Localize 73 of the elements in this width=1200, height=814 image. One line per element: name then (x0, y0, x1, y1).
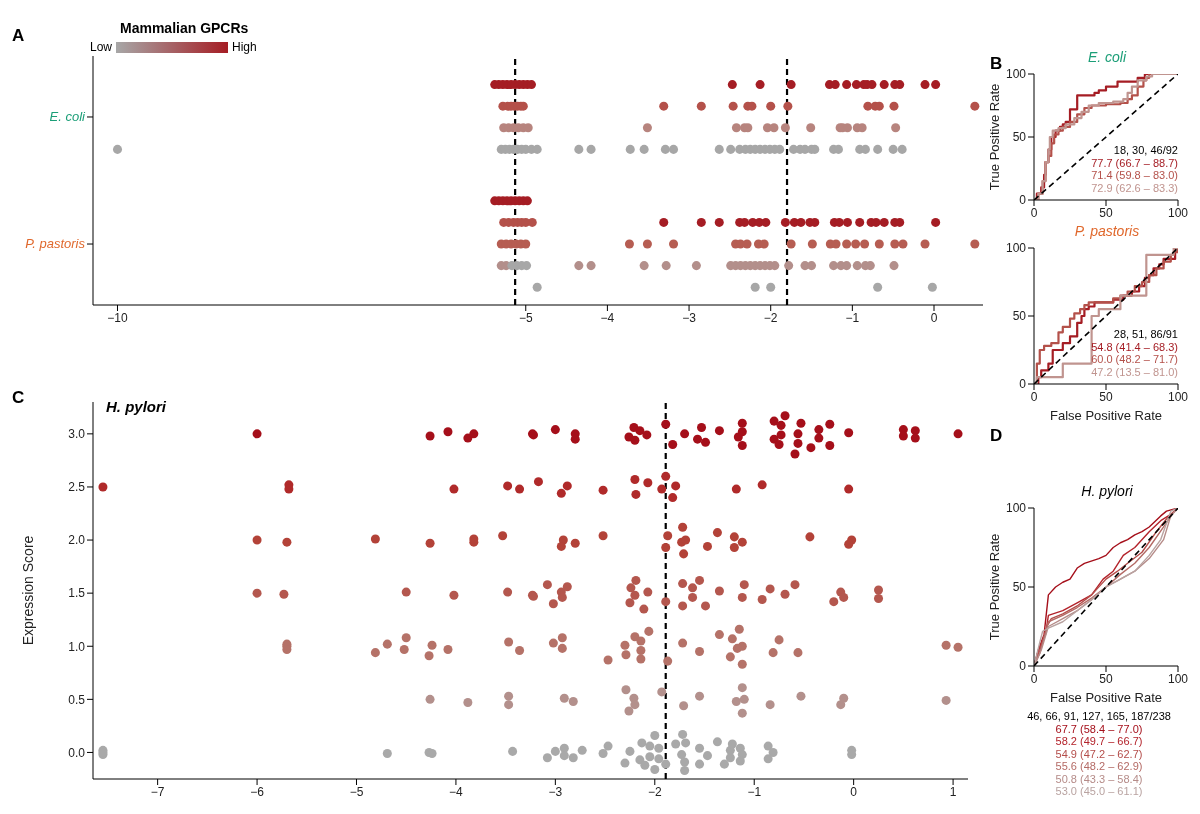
chart-title: H. pylori (1080, 482, 1134, 501)
text: B (990, 54, 1003, 74)
x-axis-title: False Positive Rate (1050, 408, 1162, 423)
text: 72.9 (62.6 – 83.3) (1091, 181, 1178, 194)
x-tick-label: −5 (349, 784, 364, 799)
x-tick-label: 0 (1030, 671, 1038, 686)
y-axis-title: True Positive Rate (986, 533, 1002, 641)
x-tick-label: 50 (1099, 205, 1113, 220)
text: 46, 66, 91, 127, 165, 187/238 (1026, 710, 1172, 723)
text: 55.6 (48.2 – 62.9) (1054, 760, 1144, 773)
x-tick-label: −4 (449, 784, 464, 799)
x-tick-label: 0 (850, 784, 858, 799)
x-tick-label: −3 (682, 310, 697, 325)
legend-title: Mammalian GPCRs (120, 20, 250, 36)
x-tick-label: 1 (949, 784, 957, 799)
y-tick-label: 100 (1005, 501, 1027, 516)
y-axis-title: Expression Score (19, 535, 36, 646)
x-tick-label: −2 (647, 784, 662, 799)
text: 71.4 (59.8 – 83.0) (1091, 169, 1178, 182)
series-label: 54.8 (41.4 – 68.3) (1091, 340, 1178, 353)
x-tick-label: 0 (1030, 389, 1038, 404)
x-tick-label: −4 (600, 310, 615, 325)
x-tick-label: 50 (1099, 671, 1113, 686)
x-tick-label: −2 (763, 310, 778, 325)
x-tick-label: 100 (1167, 205, 1189, 220)
chart-title: H. pylori (106, 398, 167, 415)
y-tick-label: 1.0 (68, 639, 86, 654)
series-label: 47.2 (13.5 – 81.0) (1091, 365, 1178, 378)
y-tick-label: 100 (1005, 67, 1027, 82)
text: 77.7 (66.7 – 88.7) (1091, 156, 1178, 169)
x-tick-label: 0 (930, 310, 938, 325)
x-tick-label: 50 (1099, 389, 1113, 404)
y-tick-label: 1.5 (68, 586, 86, 601)
annotation: 18, 30, 46/92 (1112, 144, 1178, 157)
y-tick-label: 0.0 (68, 745, 86, 760)
text: Low (90, 40, 113, 54)
x-axis-title: False Positive Rate (1050, 690, 1162, 705)
y-axis-title: True Positive Rate (986, 83, 1002, 191)
y-tick-label: 0.5 (68, 692, 86, 707)
y-tick-label: 50 (1012, 580, 1027, 595)
x-tick-label: −3 (548, 784, 563, 799)
y-tick-label: 2.0 (68, 533, 86, 548)
x-tick-label: −1 (845, 310, 860, 325)
text: 60.0 (48.2 – 71.7) (1091, 353, 1178, 366)
text: 67.7 (58.4 – 77.0) (1054, 722, 1144, 735)
x-tick-label: −10 (107, 310, 128, 325)
chart-title: P. pastoris (1073, 222, 1141, 241)
text: 50.8 (43.3 – 58.4) (1054, 772, 1144, 785)
x-tick-label: −1 (747, 784, 762, 799)
y-tick-label: 0 (1019, 377, 1027, 392)
chart-title: E. coli (1087, 49, 1127, 65)
y-tick-label: P. pastoris (25, 236, 86, 252)
y-tick-label: 50 (1012, 130, 1027, 145)
y-tick-label: 100 (1005, 241, 1027, 256)
text: C (12, 388, 25, 408)
text: 54.9 (47.2 – 62.7) (1054, 747, 1144, 760)
text: 58.2 (49.7 – 66.7) (1054, 735, 1144, 748)
y-tick-label: 3.0 (68, 427, 86, 442)
x-tick-label: −5 (518, 310, 533, 325)
x-tick-label: −6 (250, 784, 265, 799)
x-tick-label: 100 (1167, 389, 1189, 404)
y-tick-label: E. coli (49, 108, 87, 124)
text: High (232, 40, 257, 54)
text: 53.0 (45.0 – 61.1) (1054, 785, 1144, 798)
y-tick-label: 0 (1019, 659, 1027, 674)
text: D (990, 426, 1003, 446)
x-tick-label: 100 (1167, 671, 1189, 686)
y-tick-label: 0 (1019, 193, 1027, 208)
x-tick-label: −7 (150, 784, 165, 799)
text: A (12, 26, 25, 46)
annotation: 28, 51, 86/91 (1112, 328, 1178, 341)
x-tick-label: 0 (1030, 205, 1038, 220)
y-tick-label: 2.5 (68, 480, 86, 495)
